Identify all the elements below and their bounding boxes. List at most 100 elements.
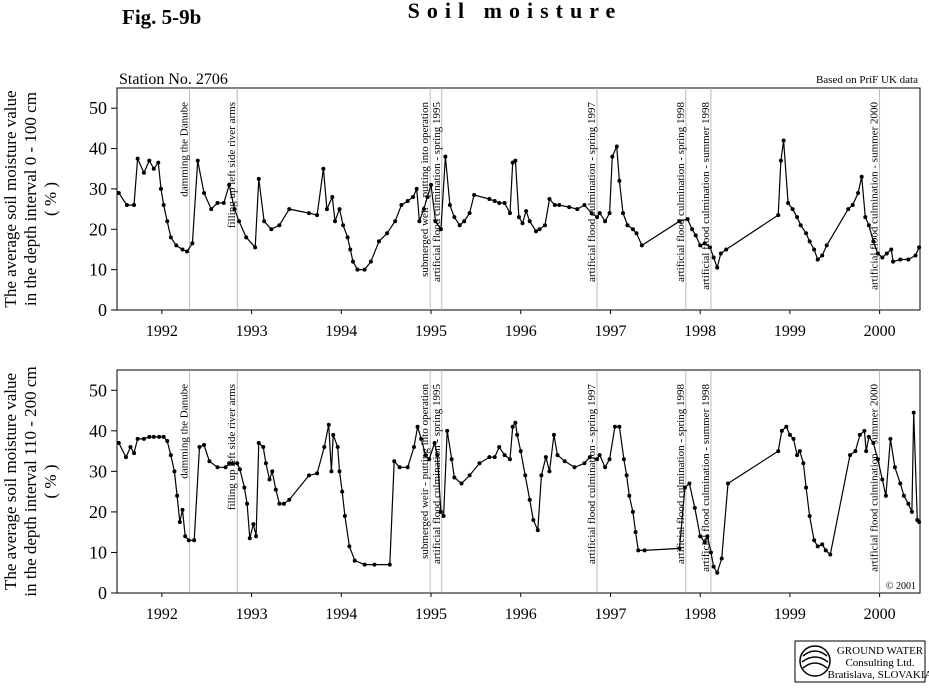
data-point [898, 481, 903, 486]
data-point [523, 473, 528, 478]
data-point [823, 548, 828, 553]
data-point [326, 422, 331, 427]
main-title: Soil moisture [408, 0, 623, 23]
data-point [376, 239, 381, 244]
data-point [795, 215, 800, 220]
data-point [634, 231, 639, 236]
data-point [263, 461, 268, 466]
y-tick-label: 10 [89, 542, 107, 562]
data-point [677, 546, 682, 551]
y-tick-label: 0 [98, 583, 107, 603]
data-point [215, 201, 220, 206]
data-point [917, 520, 922, 525]
logo-frame [794, 640, 926, 683]
data-point [429, 182, 434, 187]
logo-line: Bratislava, SLOVAKIA [828, 669, 929, 681]
data-point [520, 221, 525, 226]
data-point [223, 465, 228, 470]
y-axis-label: ( % ) [41, 465, 60, 499]
data-point [132, 203, 137, 208]
data-point [385, 231, 390, 236]
x-tick-label: 1998 [684, 323, 716, 340]
data-point [513, 158, 518, 163]
data-point [575, 207, 580, 212]
data-point [232, 207, 237, 212]
data-point [362, 562, 367, 567]
data-point [804, 231, 809, 236]
event-label: damming the Danube [179, 384, 191, 479]
data-point [427, 457, 432, 462]
data-point [307, 473, 312, 478]
data-point [190, 241, 195, 246]
x-tick-label: 1993 [236, 323, 268, 340]
data-point [161, 434, 166, 439]
data-point [269, 227, 274, 232]
data-point [348, 247, 353, 252]
data-point [116, 440, 121, 445]
data-point [432, 440, 437, 445]
data-point [715, 265, 720, 270]
logo: GROUND WATER Consulting Ltd. Bratislava,… [794, 640, 929, 683]
data-point [909, 509, 914, 514]
data-point [165, 438, 170, 443]
data-point [617, 178, 622, 183]
data-point [335, 445, 340, 450]
data-point [795, 453, 800, 458]
data-point [807, 239, 812, 244]
data-point [355, 267, 360, 272]
x-tick-label: 1999 [774, 606, 806, 623]
data-point [698, 534, 703, 539]
y-tick-label: 40 [89, 139, 107, 159]
data-point [230, 461, 235, 466]
y-tick-label: 20 [89, 502, 107, 522]
data-point [165, 219, 170, 224]
data-point [572, 465, 577, 470]
data-point [787, 432, 792, 437]
data-point [776, 449, 781, 454]
data-point [624, 473, 629, 478]
data-point [617, 424, 622, 429]
event-label: damming the Danube [179, 102, 191, 197]
x-tick-label: 1995 [415, 323, 447, 340]
data-point [124, 203, 129, 208]
data-point [889, 247, 894, 252]
data-point [235, 461, 240, 466]
chart-panel: Station No. 2706 Based on PriF UK data The… [1, 71, 922, 340]
data-point [492, 455, 497, 460]
data-point [192, 538, 197, 543]
event-label: filling up left side river arms [226, 384, 238, 510]
data-point [156, 160, 161, 165]
data-point [779, 428, 784, 433]
data-point [244, 235, 249, 240]
data-point [411, 445, 416, 450]
data-point [607, 211, 612, 216]
data-point [898, 257, 903, 262]
y-axis-label: ( % ) [41, 182, 60, 216]
data-point [350, 259, 355, 264]
event-label: artificial flood culmination - summer 19… [700, 102, 712, 290]
data-point [502, 201, 507, 206]
data-point [562, 459, 567, 464]
data-point [405, 465, 410, 470]
data-point [901, 493, 906, 498]
event-label: submerged weir - putting into operation [419, 102, 431, 277]
data-point [698, 243, 703, 248]
data-point [487, 455, 492, 460]
data-point [724, 247, 729, 252]
logo-icon [799, 645, 831, 677]
data-point [147, 434, 152, 439]
y-tick-label: 30 [89, 179, 107, 199]
x-tick-label: 1997 [594, 323, 626, 340]
data-point [414, 186, 419, 191]
data-point [273, 487, 278, 492]
data-point [610, 154, 615, 159]
data-point [880, 255, 885, 260]
data-point [639, 243, 644, 248]
data-point [587, 455, 592, 460]
figure-label: Fig. 5-9b [122, 5, 201, 29]
station-label: Station No. 2706 [119, 71, 228, 88]
data-point [888, 436, 893, 441]
data-point [557, 203, 562, 208]
source-note: Based on PriF UK data [816, 74, 918, 86]
data-point [527, 497, 532, 502]
